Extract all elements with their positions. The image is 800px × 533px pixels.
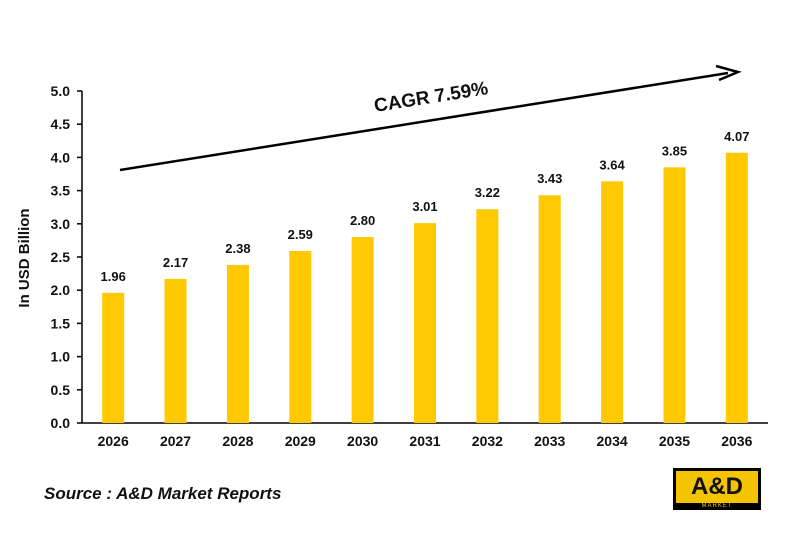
y-tick-label: 1.0 [51,349,71,365]
y-axis-title: In USD Billion [16,208,33,307]
data-label: 3.85 [662,143,687,158]
x-tick-label: 2029 [285,433,316,449]
cagr-annotation: CAGR 7.59% [373,78,490,117]
bar [476,209,499,423]
data-label: 1.96 [101,269,126,284]
source-note: Source : A&D Market Reports [44,484,282,503]
x-axis: 2026 2027 2028 2029 2030 2031 2032 2033 2034 2035… [82,422,768,449]
y-tick-label: 3.5 [51,183,71,199]
data-label: 3.22 [475,185,500,200]
data-label: 3.64 [599,157,625,172]
y-tick-label: 1.5 [51,315,71,331]
data-labels: 1.96 2.17 2.38 2.59 2.80 3.01 3.22 3.43 3.64 3.85… [101,129,750,284]
x-tick-label: 2027 [160,433,191,449]
x-tick-label: 2036 [721,433,752,449]
bar [601,181,624,423]
y-tick-label: 3.0 [51,216,71,232]
cagr-arrow [119,64,742,172]
data-label: 2.38 [225,241,250,256]
bars [102,152,748,423]
y-tick-label: 0.0 [51,415,71,431]
y-axis: 0.0 0.5 1.0 1.5 2.0 2.5 3.0 3.5 4.0 4.5 5.0 [51,83,83,431]
y-tick-label: 2.5 [51,249,71,265]
bar [102,292,125,423]
logo-text: A&D [676,471,758,503]
bar [351,237,374,423]
data-label: 2.17 [163,255,188,270]
data-label: 2.80 [350,213,375,228]
bar [663,167,686,423]
data-label: 2.59 [288,227,313,242]
y-tick-label: 2.0 [51,282,71,298]
y-tick-label: 0.5 [51,382,71,398]
x-tick-label: 2031 [409,433,440,449]
bar [725,152,748,423]
bar [538,195,561,423]
y-tick-label: 4.0 [51,149,71,165]
x-tick-label: 2030 [347,433,378,449]
bar [414,223,436,423]
x-tick-label: 2034 [597,433,628,449]
x-tick-label: 2026 [98,433,129,449]
x-tick-label: 2035 [659,433,690,449]
logo-subtext: MARKET [701,503,733,509]
data-label: 4.07 [724,129,749,144]
y-tick-label: 4.5 [51,116,71,132]
y-tick-label: 5.0 [51,83,71,99]
x-tick-label: 2032 [472,433,503,449]
bar [226,264,249,423]
data-label: 3.01 [412,199,437,214]
bar [289,251,312,423]
bar [164,278,187,423]
x-tick-label: 2028 [222,433,253,449]
brand-logo: A&D MARKET [673,468,761,510]
x-tick-label: 2033 [534,433,565,449]
data-label: 3.43 [537,171,562,186]
